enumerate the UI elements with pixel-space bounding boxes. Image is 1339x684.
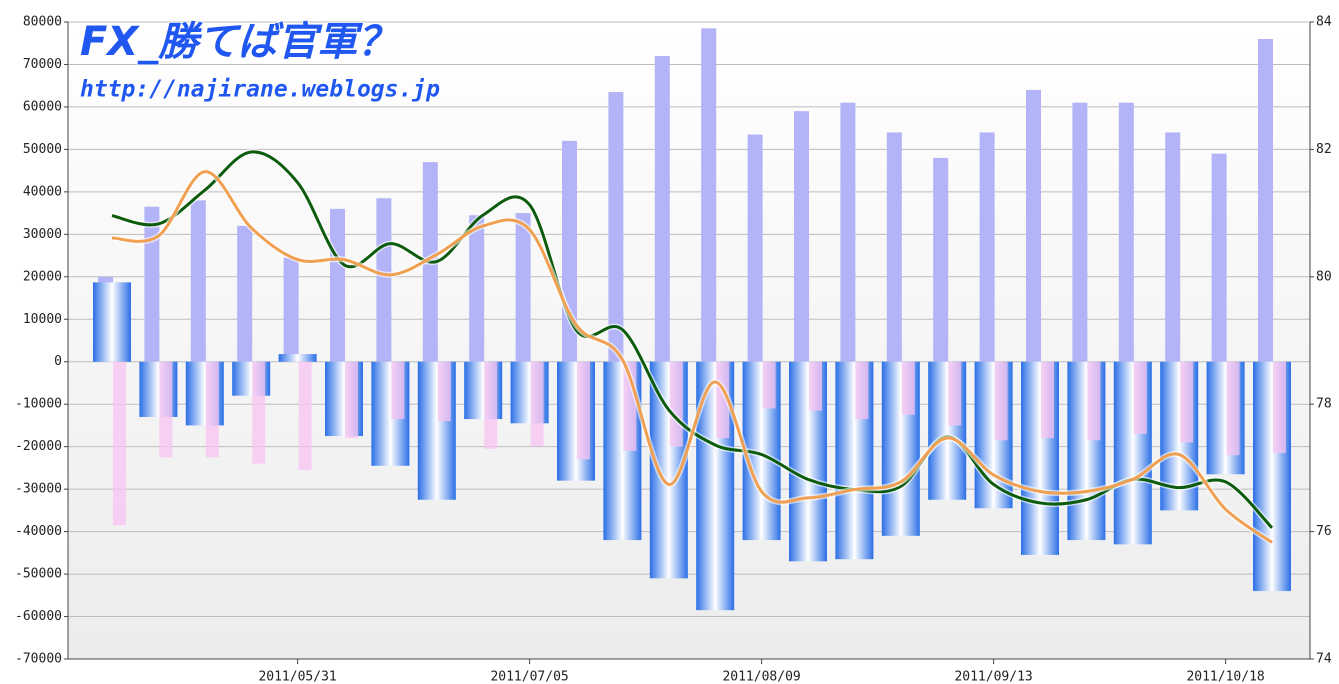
plot-area — [68, 22, 1310, 659]
y-tick-label: 20000 — [23, 269, 62, 284]
x-tick-label: 2011/10/18 — [1186, 670, 1264, 684]
bar — [1026, 89, 1041, 362]
bar — [144, 206, 160, 362]
bar — [855, 361, 869, 420]
axes: 80000 70000 60000 50000 40000 30000 20000 10000… — [15, 15, 1332, 684]
bar — [701, 28, 717, 362]
bar — [1165, 132, 1181, 362]
y-tick-label: -30000 — [15, 482, 62, 497]
lines — [111, 148, 1275, 545]
bar — [330, 208, 345, 362]
y2-tick-label: 80 — [1316, 269, 1332, 284]
bar — [1258, 38, 1273, 362]
bar — [345, 361, 358, 439]
chart-subtitle: http://najirane.weblogs.jp — [80, 77, 440, 103]
y-tick-label: 30000 — [23, 227, 62, 242]
y-tick-label: -60000 — [15, 609, 62, 624]
bar — [113, 361, 126, 526]
bar — [901, 361, 915, 415]
bar — [669, 361, 683, 447]
y2-tick-label: 76 — [1316, 524, 1332, 539]
line — [111, 150, 1274, 529]
bar — [469, 215, 485, 362]
y-tick-label: -70000 — [15, 652, 62, 667]
bar — [205, 361, 219, 458]
bar — [994, 361, 1008, 441]
bar — [1273, 361, 1286, 454]
y-tick-label: 50000 — [23, 142, 62, 157]
bar — [1087, 361, 1101, 441]
bar — [283, 257, 299, 362]
y-tick-label: -10000 — [15, 397, 62, 412]
bar — [933, 157, 949, 362]
x-tick-label: 2011/08/09 — [722, 670, 800, 684]
y-tick-label: -50000 — [15, 567, 62, 582]
bar — [278, 354, 317, 362]
bar — [190, 200, 206, 362]
bar — [654, 55, 670, 362]
bar — [1118, 102, 1134, 362]
y2-tick-label: 78 — [1316, 397, 1332, 412]
y2-tick-label: 74 — [1316, 652, 1332, 667]
bar — [1133, 361, 1147, 434]
bar — [608, 92, 624, 362]
bar — [376, 198, 392, 362]
y-tick-label: -20000 — [15, 439, 62, 454]
bar — [252, 361, 266, 464]
bar — [747, 134, 763, 362]
bar — [484, 361, 498, 449]
bar — [437, 361, 451, 422]
x-tick-label: 2011/09/13 — [954, 670, 1032, 684]
bar — [1041, 361, 1054, 439]
bar — [1072, 102, 1088, 362]
bar — [1226, 361, 1240, 456]
y-tick-label: 60000 — [23, 99, 62, 114]
y-tick-label: 0 — [54, 354, 62, 369]
bar — [1211, 153, 1227, 362]
y2-tick-label: 82 — [1316, 142, 1332, 157]
bar — [794, 111, 809, 362]
bar — [237, 225, 253, 362]
bar — [577, 361, 590, 460]
y2-tick-label: 84 — [1316, 15, 1332, 30]
bar — [159, 361, 173, 458]
y-tick-label: 10000 — [23, 312, 62, 327]
y-tick-label: 70000 — [23, 57, 62, 72]
y-tick-label: 80000 — [23, 15, 62, 30]
bar — [840, 102, 856, 362]
bar — [298, 361, 312, 471]
bar — [979, 132, 995, 362]
bar — [948, 361, 962, 426]
x-tick-label: 2011/05/31 — [258, 670, 336, 684]
bar — [515, 213, 531, 362]
bar — [530, 361, 544, 447]
y-tick-label: -40000 — [15, 524, 62, 539]
bar — [809, 361, 822, 411]
bar — [1180, 361, 1194, 443]
bar — [391, 361, 405, 420]
chart-title: FX_勝てば官軍？ — [80, 19, 397, 65]
y-tick-label: 40000 — [23, 184, 62, 199]
bar — [886, 132, 902, 362]
bar — [762, 361, 776, 409]
bar — [93, 282, 131, 362]
x-tick-label: 2011/07/05 — [490, 670, 568, 684]
line — [111, 170, 1273, 544]
